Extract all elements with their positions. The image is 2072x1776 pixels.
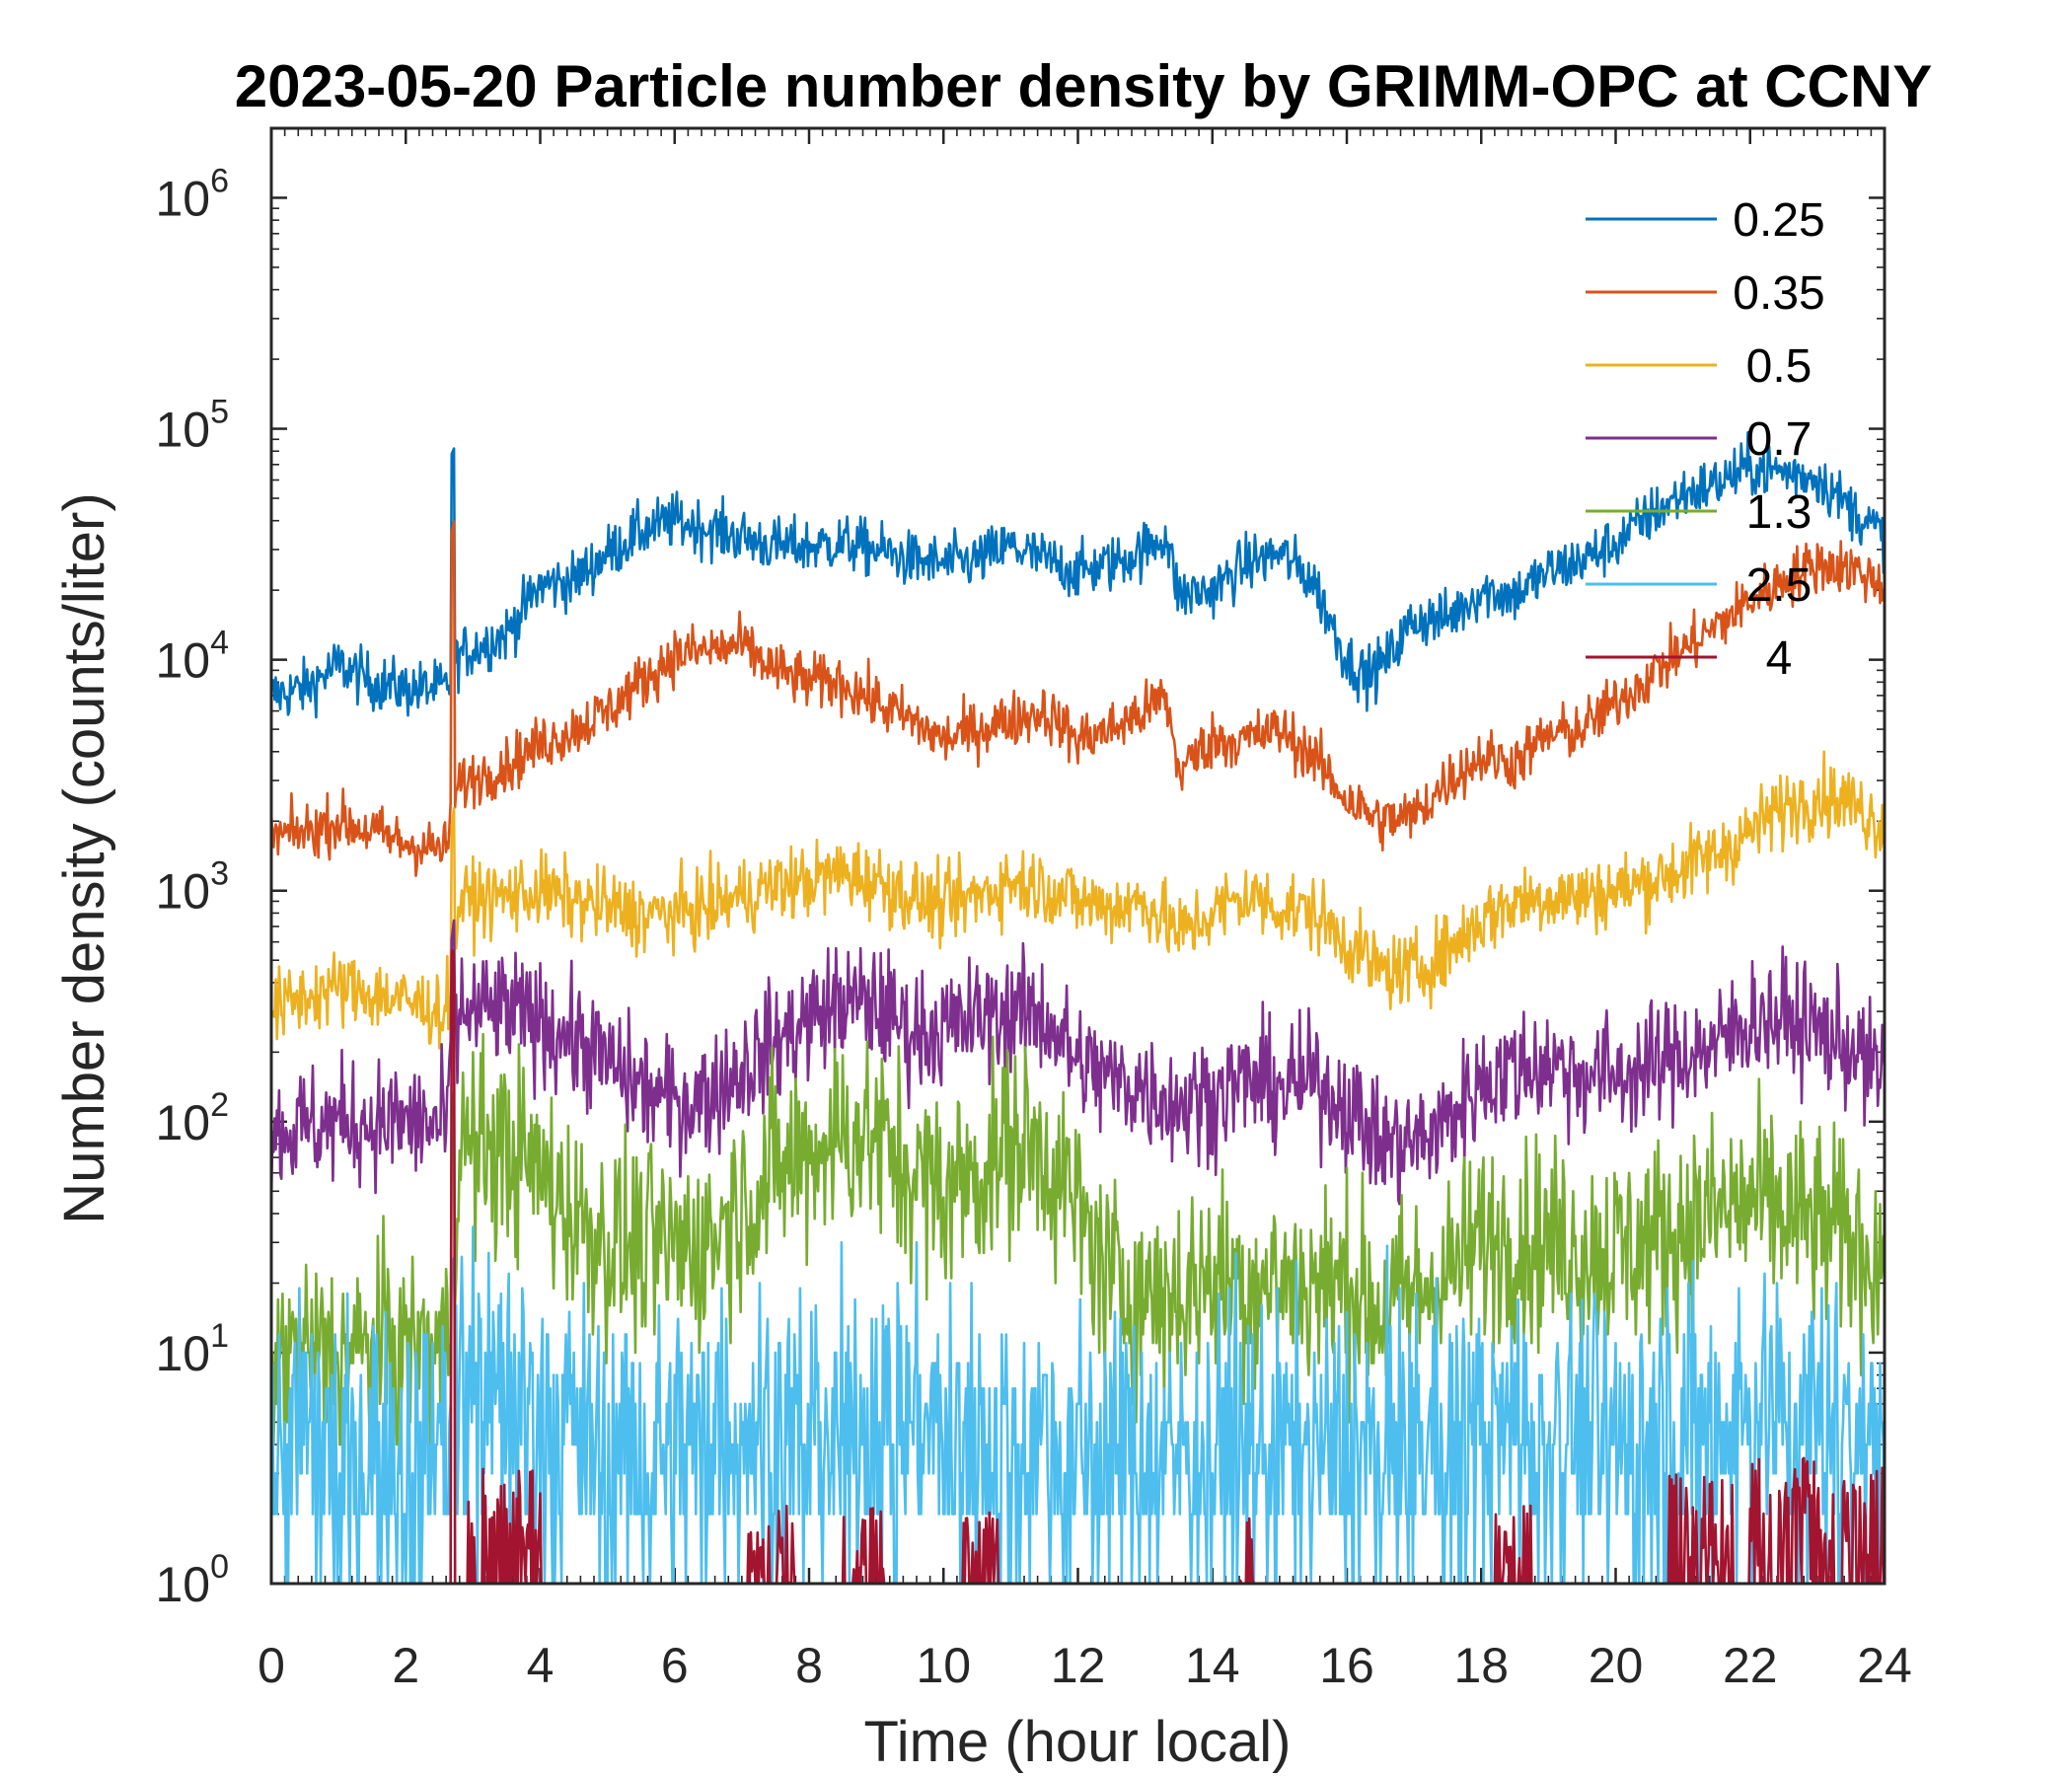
x-tick-label: 2 [392,1638,419,1693]
x-tick-label: 0 [258,1638,285,1693]
legend-label: 2.5 [1746,559,1813,612]
x-tick-label: 10 [916,1638,971,1693]
series-line-1-3 [271,1032,1885,1475]
x-tick-label: 22 [1723,1638,1778,1693]
y-tick-label: 103 [155,855,229,920]
x-tick-label: 4 [527,1638,555,1693]
x-tick-label: 24 [1857,1638,1912,1693]
x-tick-label: 16 [1319,1638,1374,1693]
legend-label: 4 [1766,632,1793,685]
series-layer [271,430,1885,1584]
y-tick-label: 101 [155,1317,229,1381]
x-axis-label: Time (hour local) [864,1710,1292,1774]
y-tick-label: 106 [155,162,229,226]
y-tick-label: 105 [155,394,229,458]
x-tick-label: 6 [661,1638,689,1693]
legend-label: 0.35 [1733,267,1824,320]
legend-label: 1.3 [1746,486,1813,539]
y-axis-label: Number density (counts/liter) [52,492,116,1223]
y-tick-label: 104 [155,625,229,689]
legend-label: 0.7 [1746,413,1813,466]
series-line-0-5 [271,750,1885,1050]
chart-title: 2023-05-20 Particle number density by GR… [235,53,1933,119]
x-tick-labels: 0 2 4 6 8 10 12 14 16 18 20 22 24 [258,1638,1912,1693]
y-tick-labels: 100 101 102 103 104 105 106 [155,162,229,1612]
series-line-0-7 [271,919,1885,1206]
y-tick-label: 102 [155,1086,229,1150]
legend-label: 0.25 [1733,194,1824,247]
series-line-0-35 [271,520,1885,877]
x-tick-label: 20 [1589,1638,1644,1693]
x-tick-label: 8 [795,1638,823,1693]
series-line-4 [271,949,1885,1584]
legend: 0.25 0.35 0.5 0.7 1.3 2.5 4 [1586,194,1825,685]
legend-label: 0.5 [1746,340,1813,393]
series-line-0-25 [271,430,1885,719]
x-tick-label: 14 [1185,1638,1240,1693]
plot-frame [269,126,1887,1586]
x-tick-label: 12 [1051,1638,1106,1693]
y-tick-label: 100 [155,1548,229,1612]
x-tick-label: 18 [1453,1638,1509,1693]
